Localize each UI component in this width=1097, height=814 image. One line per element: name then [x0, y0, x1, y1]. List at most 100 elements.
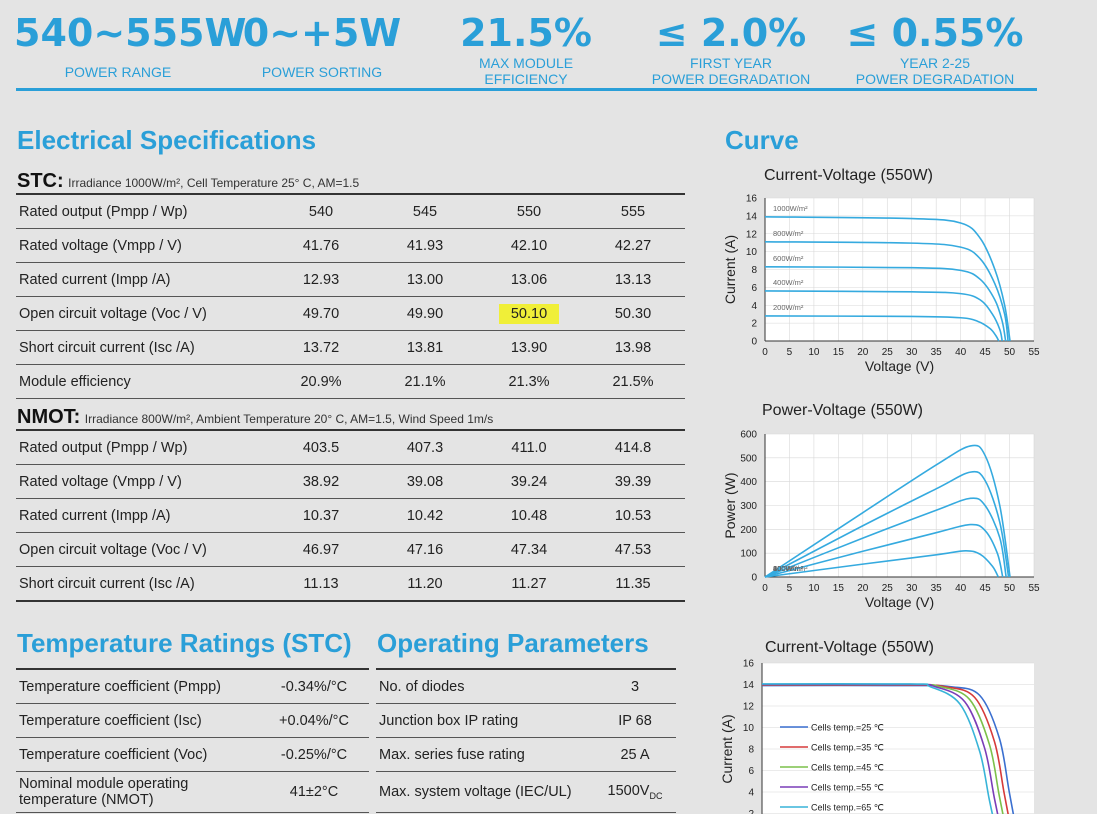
x-tick-label: 35 [931, 583, 943, 594]
row-label: No. of diodes [376, 668, 594, 704]
cell-value: 11.13 [269, 566, 373, 602]
y-tick-label: 0 [751, 573, 757, 584]
table-row: Max. system voltage (IEC/UL) 1500VDC [376, 771, 676, 813]
series-line [764, 315, 1000, 342]
stc-heading: STC: Irradiance 1000W/m², Cell Temperatu… [17, 170, 359, 193]
x-tick-label: 10 [808, 347, 820, 358]
table-row: Rated output (Pmpp / Wp) 403.5 407.3 411… [16, 430, 685, 465]
y-tick-label: 6 [751, 283, 757, 294]
table-row: No. of diodes 3 [376, 668, 676, 704]
cell-value: 11.27 [477, 566, 581, 602]
cell-value: 47.53 [581, 532, 685, 567]
y-tick-label: 400 [740, 477, 757, 488]
table-row: Short circuit current (Isc /A) 11.13 11.… [16, 566, 685, 602]
table-row: Rated voltage (Vmpp / V) 38.92 39.08 39.… [16, 464, 685, 499]
temperature-table: Temperature coefficient (Pmpp) -0.34%/°C… [16, 668, 369, 813]
table-row: Rated current (Impp /A) 10.37 10.42 10.4… [16, 498, 685, 533]
cell-value: 42.10 [477, 228, 581, 263]
x-tick-label: 45 [980, 583, 992, 594]
y-tick-label: 14 [746, 211, 758, 222]
stc-conditions: Irradiance 1000W/m², Cell Temperature 25… [68, 176, 360, 190]
cell-value: 13.06 [477, 262, 581, 297]
cell-value: 411.0 [477, 430, 581, 465]
series-line [764, 240, 1009, 342]
first-year-label-2: POWER DEGRADATION [651, 71, 811, 87]
series-line [764, 290, 1003, 342]
cell-value: 12.93 [269, 262, 373, 297]
highlighted-cell: 50.10 [477, 296, 581, 331]
operating-parameters-title: Operating Parameters [377, 628, 649, 658]
cell-value: 39.39 [581, 464, 685, 499]
first-year-label-1: FIRST YEAR [690, 55, 772, 71]
header-item-efficiency: 21.5% MAX MODULE EFFICIENCY [430, 8, 622, 87]
x-tick-label: 0 [762, 347, 768, 358]
cell-value: 21.1% [373, 364, 477, 399]
x-tick-label: 20 [857, 347, 869, 358]
chart-title-iv-temp: Current-Voltage (550W) [765, 639, 934, 656]
cell-value: 10.42 [373, 498, 477, 533]
x-tick-label: 15 [833, 347, 845, 358]
power-range-label: POWER RANGE [64, 64, 172, 80]
cell-value: +0.04%/°C [259, 703, 369, 738]
table-row: Short circuit current (Isc /A) 13.72 13.… [16, 330, 685, 365]
y-axis-label: Current (A) [719, 714, 735, 783]
x-tick-label: 30 [906, 347, 918, 358]
iv-temp-chart: 2 4 6 8 10 12 14 16 Current (A) Cells temp.=25 ℃ C… [719, 659, 1034, 814]
cell-value: 13.81 [373, 330, 477, 365]
plot-area [762, 663, 1034, 814]
x-tick-label: 10 [808, 583, 820, 594]
y-tick-label: 200 [740, 525, 757, 536]
row-label: Temperature coefficient (Isc) [16, 703, 259, 738]
y-tick-label: 100 [740, 549, 757, 560]
cell-value: 13.72 [269, 330, 373, 365]
cell-value: 10.48 [477, 498, 581, 533]
cell-value: 47.34 [477, 532, 581, 567]
table-row: Max. series fuse rating 25 A [376, 737, 676, 772]
series-label: 200W/m² [773, 303, 804, 312]
table-row: Module efficiency 20.9% 21.1% 21.3% 21.5… [16, 364, 685, 399]
table-row: Open circuit voltage (Voc / V) 49.70 49.… [16, 296, 685, 331]
x-tick-label: 50 [1004, 583, 1016, 594]
table-row: Rated current (Impp /A) 12.93 13.00 13.0… [16, 262, 685, 297]
x-tick-label: 25 [882, 347, 894, 358]
x-axis-label: Voltage (V) [865, 594, 934, 610]
operating-table: No. of diodes 3 Junction box IP rating I… [376, 668, 676, 813]
cell-value: 41.76 [269, 228, 373, 263]
electrical-specs-title: Electrical Specifications [17, 125, 317, 155]
y-tick-label: 500 [740, 453, 757, 464]
cell-value: 25 A [594, 737, 676, 772]
series-label: 400W/m² [773, 564, 804, 573]
table-row: Rated output (Pmpp / Wp) 540 545 550 555 [16, 194, 685, 229]
year-2-25-label-2: POWER DEGRADATION [855, 71, 1015, 87]
y-tick-label: 300 [740, 501, 757, 512]
y-axis-label: Current (A) [722, 235, 738, 304]
header-item-power-range: 540~555W POWER RANGE [14, 8, 246, 80]
cell-value: 41±2°C [259, 771, 369, 813]
row-label: Open circuit voltage (Voc / V) [16, 532, 269, 567]
nmot-label: NMOT: [17, 406, 81, 428]
cell-value: 47.16 [373, 532, 477, 567]
cell-value: 21.3% [477, 364, 581, 399]
pv-curve-chart: 0 100 200 300 400 500 600 0 5 10 15 20 25 30 35 40 45 50 5… [722, 430, 1040, 611]
header-item-year-2-25: ≤ 0.55% YEAR 2-25 POWER DEGRADATION [840, 8, 1030, 87]
cell-value: 550 [477, 194, 581, 229]
temperature-ratings-title: Temperature Ratings (STC) [17, 628, 352, 658]
first-year-value: ≤ 2.0% [655, 11, 807, 55]
curve-title: Curve [725, 125, 799, 155]
efficiency-label-2: EFFICIENCY [484, 71, 568, 87]
cell-value: 545 [373, 194, 477, 229]
x-tick-label: 50 [1004, 347, 1016, 358]
table-row: Junction box IP rating IP 68 [376, 703, 676, 738]
x-tick-label: 55 [1028, 583, 1040, 594]
cell-value: 49.90 [373, 296, 477, 331]
row-label: Module efficiency [16, 364, 269, 399]
cell-value: 11.35 [581, 566, 685, 602]
x-tick-label: 5 [787, 347, 793, 358]
cell-value: 13.00 [373, 262, 477, 297]
stc-table: Rated output (Pmpp / Wp) 540 545 550 555… [16, 193, 685, 399]
x-tick-label: 35 [931, 347, 943, 358]
chart-title-pv: Power-Voltage (550W) [762, 402, 923, 419]
series-label: 400W/m² [773, 278, 804, 287]
cell-value: 13.13 [581, 262, 685, 297]
table-row: Nominal module operating temperature (NM… [16, 771, 369, 813]
